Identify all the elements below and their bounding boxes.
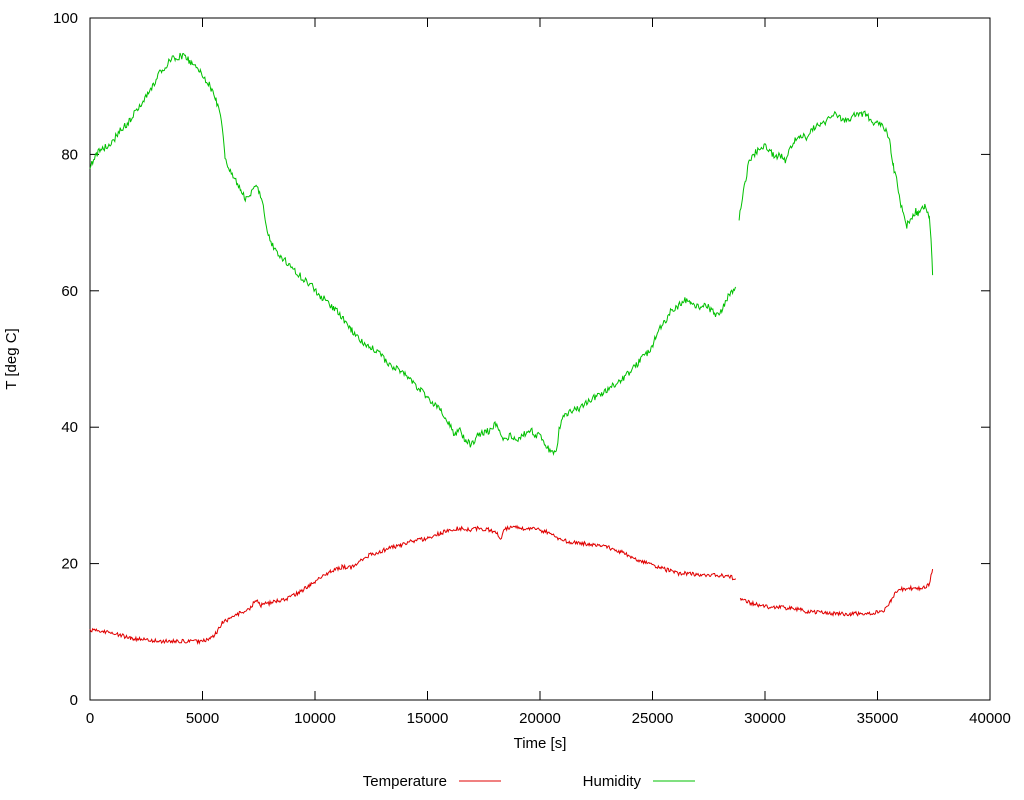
x-tick-label: 35000	[857, 710, 899, 727]
y-axis-label: T [deg C]	[3, 328, 20, 389]
y-tick-label: 60	[61, 283, 78, 300]
y-tick-label: 100	[53, 10, 78, 27]
humidity-series-line	[89, 52, 737, 456]
y-tick-label: 80	[61, 146, 78, 163]
x-tick-label: 10000	[294, 710, 336, 727]
legend-label-humidity: Humidity	[583, 773, 642, 790]
x-tick-label: 25000	[632, 710, 674, 727]
temperature-series-line	[739, 569, 934, 617]
humidity-series-line	[738, 110, 934, 276]
x-tick-label: 20000	[519, 710, 561, 727]
temperature-series-line	[89, 524, 737, 645]
y-tick-label: 40	[61, 419, 78, 436]
x-tick-label: 40000	[969, 710, 1011, 727]
y-tick-label: 20	[61, 556, 78, 573]
x-tick-label: 30000	[744, 710, 786, 727]
y-tick-label: 0	[70, 692, 78, 709]
x-tick-label: 15000	[407, 710, 449, 727]
legend-label-temperature: Temperature	[363, 773, 447, 790]
plot-border	[89, 17, 991, 701]
x-axis-label: Time [s]	[514, 735, 567, 752]
x-tick-label: 5000	[186, 710, 219, 727]
x-tick-label: 0	[86, 710, 94, 727]
